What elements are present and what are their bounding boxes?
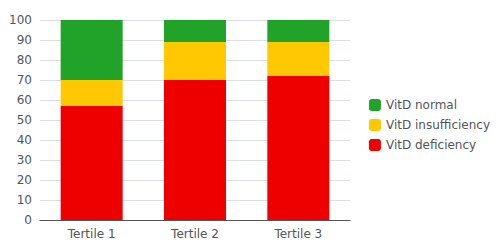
svg-text:100: 100 — [9, 13, 32, 27]
svg-text:70: 70 — [17, 73, 32, 87]
svg-text:50: 50 — [17, 113, 32, 127]
svg-text:40: 40 — [17, 133, 32, 147]
svg-text:10: 10 — [17, 193, 32, 207]
svg-text:VitD insufficiency: VitD insufficiency — [386, 118, 490, 132]
svg-text:80: 80 — [17, 53, 32, 67]
svg-text:Tertile 1: Tertile 1 — [67, 227, 116, 241]
svg-text:0: 0 — [24, 213, 32, 227]
svg-text:Tertile 3: Tertile 3 — [273, 227, 322, 241]
svg-text:VitD deficiency: VitD deficiency — [386, 138, 476, 152]
svg-text:90: 90 — [17, 33, 32, 47]
svg-text:Tertile 2: Tertile 2 — [170, 227, 219, 241]
svg-text:60: 60 — [17, 93, 32, 107]
svg-text:VitD normal: VitD normal — [386, 98, 457, 112]
svg-text:30: 30 — [17, 153, 32, 167]
svg-text:20: 20 — [17, 173, 32, 187]
